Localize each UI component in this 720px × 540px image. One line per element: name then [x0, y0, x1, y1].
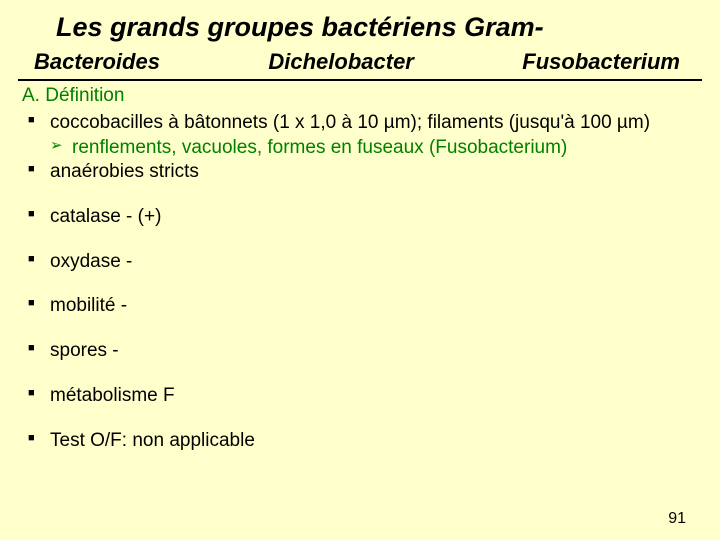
- page-number: 91: [668, 510, 686, 528]
- definition-list: coccobacilles à bâtonnets (1 x 1,0 à 10 …: [18, 111, 702, 453]
- list-item: métabolisme F: [22, 384, 702, 409]
- genus-2: Dichelobacter: [268, 49, 414, 75]
- list-item: mobilité -: [22, 294, 702, 319]
- genera-row: Bacteroides Dichelobacter Fusobacterium: [18, 49, 702, 81]
- genus-3: Fusobacterium: [522, 49, 680, 75]
- list-item: anaérobies stricts: [22, 160, 702, 185]
- bullet-text: coccobacilles à bâtonnets (1 x 1,0 à 10 …: [50, 112, 650, 133]
- section-label: A. Définition: [18, 81, 702, 111]
- page-title: Les grands groupes bactériens Gram-: [18, 8, 702, 49]
- genus-1: Bacteroides: [34, 49, 160, 75]
- list-item: oxydase -: [22, 250, 702, 275]
- list-item: catalase - (+): [22, 205, 702, 230]
- list-item: coccobacilles à bâtonnets (1 x 1,0 à 10 …: [22, 111, 702, 160]
- list-item: spores -: [22, 339, 702, 364]
- list-item: Test O/F: non applicable: [22, 429, 702, 454]
- sub-bullet: renflements, vacuoles, formes en fuseaux…: [50, 136, 702, 161]
